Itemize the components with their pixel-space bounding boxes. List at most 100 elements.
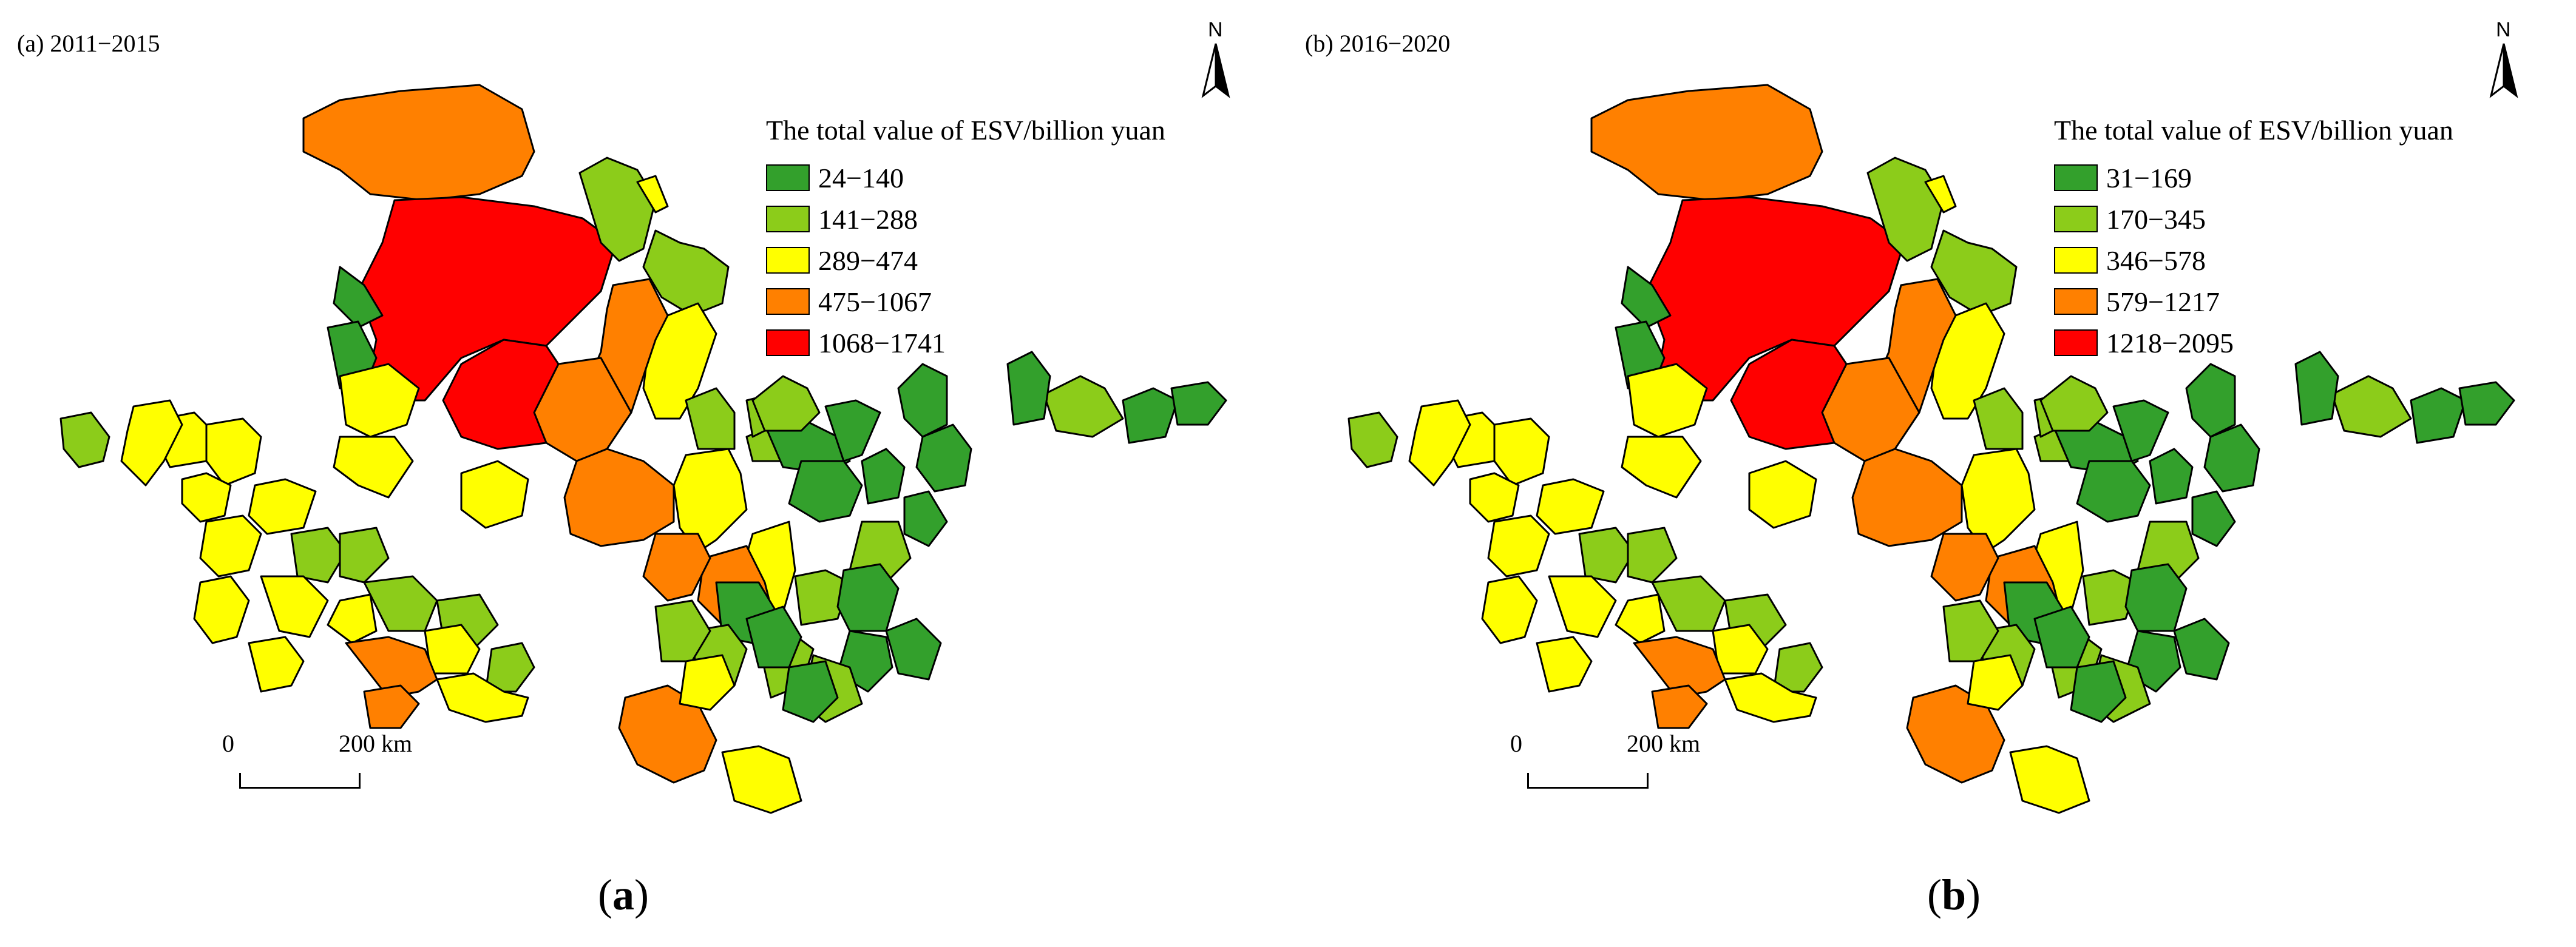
county-region bbox=[436, 672, 529, 723]
legend-item: 475−1067 bbox=[766, 281, 1165, 322]
county-region bbox=[339, 527, 390, 584]
county-region bbox=[885, 618, 942, 681]
legend-label: 579−1217 bbox=[2106, 286, 2220, 317]
county-region bbox=[1724, 672, 1817, 723]
legend-title: The total value of ESV/billion yuan bbox=[2054, 115, 2453, 146]
county-region bbox=[679, 654, 736, 711]
county-region bbox=[2203, 423, 2260, 493]
legend-swatch bbox=[766, 206, 810, 232]
county-region bbox=[1469, 472, 1520, 523]
panel-title: (a) 2011−2015 bbox=[17, 30, 160, 57]
legend-label: 31−169 bbox=[2106, 162, 2192, 194]
county-region bbox=[915, 423, 972, 493]
caption-open: ( bbox=[1927, 871, 1942, 919]
legend-item: 31−169 bbox=[2054, 157, 2453, 198]
map-a bbox=[59, 84, 1227, 814]
county-region bbox=[1973, 387, 2024, 450]
county-region bbox=[2294, 351, 2339, 426]
county-region bbox=[1930, 229, 2018, 317]
county-region bbox=[1487, 514, 1550, 578]
county-region bbox=[897, 363, 948, 438]
legend-swatch bbox=[766, 329, 810, 356]
caption-close: ) bbox=[634, 871, 649, 919]
county-region bbox=[2070, 660, 2127, 723]
county-region bbox=[2331, 375, 2412, 438]
county-region bbox=[1590, 84, 1823, 201]
county-region bbox=[2076, 460, 2151, 523]
county-region bbox=[333, 436, 414, 499]
county-region bbox=[1578, 527, 1635, 584]
scale-line bbox=[239, 773, 361, 789]
county-region bbox=[248, 636, 305, 693]
county-region bbox=[1006, 351, 1051, 426]
legend-label: 289−474 bbox=[818, 244, 918, 276]
county-region bbox=[824, 399, 881, 462]
legend-swatch bbox=[2054, 329, 2098, 356]
legend-label: 1218−2095 bbox=[2106, 327, 2234, 359]
county-region bbox=[1627, 527, 1678, 584]
legend-label: 141−288 bbox=[818, 203, 918, 235]
legend-item: 1218−2095 bbox=[2054, 322, 2453, 363]
county-region bbox=[903, 490, 948, 547]
county-region bbox=[248, 478, 317, 535]
county-region bbox=[1851, 448, 1963, 547]
county-region bbox=[782, 660, 839, 723]
scale-distance-label: 200 km bbox=[339, 730, 413, 757]
county-region bbox=[642, 229, 730, 317]
scale-distance-label: 200 km bbox=[1627, 730, 1701, 757]
legend-title: The total value of ESV/billion yuan bbox=[766, 115, 1165, 146]
county-region bbox=[1866, 157, 1945, 262]
county-region bbox=[2039, 375, 2109, 432]
county-region bbox=[1942, 599, 1999, 662]
county-region bbox=[1536, 478, 1605, 535]
county-region bbox=[1930, 533, 1999, 602]
county-region bbox=[205, 417, 262, 487]
county-region bbox=[327, 593, 378, 644]
north-arrow-icon bbox=[1201, 43, 1230, 98]
county-region bbox=[120, 399, 183, 487]
legend-item: 170−345 bbox=[2054, 198, 2453, 240]
legend-item: 1068−1741 bbox=[766, 322, 1165, 363]
panel-caption: (a) bbox=[598, 870, 649, 920]
caption-letter: b bbox=[1941, 871, 1967, 919]
county-region bbox=[1536, 636, 1593, 693]
county-region bbox=[751, 375, 821, 432]
county-region bbox=[2185, 363, 2236, 438]
caption-letter: a bbox=[612, 871, 634, 919]
north-label: N bbox=[2496, 18, 2511, 41]
county-region bbox=[1493, 417, 1550, 487]
county-region bbox=[636, 175, 669, 214]
county-region bbox=[1961, 448, 2036, 553]
north-label: N bbox=[1208, 18, 1223, 41]
legend-item: 579−1217 bbox=[2054, 281, 2453, 322]
panel-caption: (b) bbox=[1927, 870, 1981, 920]
county-region bbox=[2173, 618, 2230, 681]
county-region bbox=[2410, 387, 2467, 444]
legend: The total value of ESV/billion yuan 31−1… bbox=[2054, 114, 2453, 363]
county-region bbox=[685, 387, 736, 450]
county-region bbox=[363, 684, 420, 729]
caption-open: ( bbox=[598, 871, 612, 919]
legend-label: 1068−1741 bbox=[818, 327, 946, 359]
county-region bbox=[673, 448, 748, 553]
county-region bbox=[339, 363, 420, 438]
legend-label: 475−1067 bbox=[818, 286, 932, 317]
panel-title: (b) 2016−2020 bbox=[1305, 30, 1451, 57]
scale-zero-label: 0 bbox=[222, 730, 234, 757]
north-arrow-icon bbox=[2489, 43, 2518, 98]
county-region bbox=[442, 339, 560, 450]
county-region bbox=[1748, 460, 1817, 529]
map-panel-a: (a) 2011−2015 N The total value of ESV/b… bbox=[17, 18, 1230, 920]
legend-swatch bbox=[766, 164, 810, 191]
county-region bbox=[302, 84, 535, 201]
map-b bbox=[1347, 84, 2515, 814]
county-region bbox=[1548, 575, 1617, 638]
county-region bbox=[1730, 339, 1848, 450]
county-region bbox=[1651, 684, 1708, 729]
county-region bbox=[1615, 593, 1666, 644]
county-region bbox=[1170, 381, 1227, 426]
county-region bbox=[1621, 436, 1702, 499]
legend-swatch bbox=[2054, 164, 2098, 191]
county-region bbox=[199, 514, 262, 578]
scale-line bbox=[1527, 773, 1649, 789]
